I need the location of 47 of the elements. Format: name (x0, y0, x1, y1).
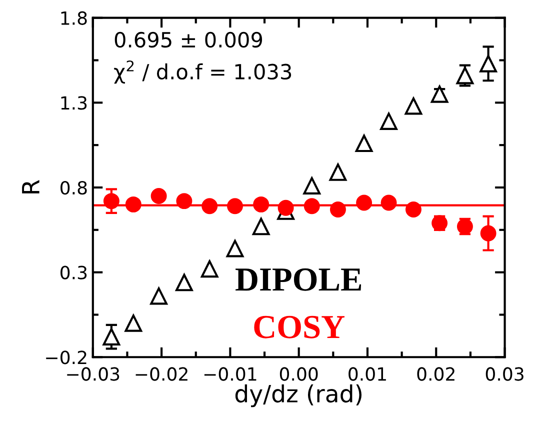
point (356, 194, 372, 211)
point (480, 54, 497, 72)
point (103, 193, 120, 210)
text: COSY (254, 316, 345, 338)
point (150, 188, 167, 204)
point (150, 287, 168, 305)
point (480, 225, 496, 242)
x-tick-label: 0.00 (280, 367, 318, 381)
point (405, 202, 422, 218)
point (226, 240, 244, 258)
point (102, 328, 120, 346)
point (252, 218, 270, 236)
x-tick-label: −0.01 (204, 367, 256, 381)
x-tick-label: 0.02 (417, 367, 454, 381)
point (253, 196, 270, 212)
point (329, 164, 347, 181)
point (304, 198, 320, 214)
x-tick-label: 0.03 (486, 367, 524, 381)
point (124, 314, 142, 332)
x-axis-title: dy/dz (rad) (235, 384, 362, 408)
x-tick-label: −0.02 (136, 367, 188, 381)
x-tick-label: −0.03 (67, 367, 120, 381)
point (227, 198, 243, 214)
y-tick-label: 0.3 (60, 266, 87, 280)
x-tick-label: 0.01 (348, 367, 386, 381)
y-tick-label: 1.8 (61, 11, 87, 25)
point (176, 274, 193, 292)
y-axis-title: R (22, 180, 40, 194)
annotation: χ$^{2}$ / d.o.f = 1.033 (114, 60, 292, 84)
point (355, 134, 373, 152)
point (380, 194, 397, 211)
point (456, 66, 474, 84)
series-label: DIPOLE (236, 268, 362, 291)
y-tick-label: −0.2 (46, 350, 86, 364)
point (125, 196, 142, 212)
annotation: 0.695 ± 0.009 (114, 32, 262, 48)
point (200, 260, 218, 278)
point (430, 85, 448, 103)
point (330, 202, 346, 218)
point (380, 112, 398, 130)
y-tick-label: 1.3 (61, 96, 87, 110)
point (404, 97, 422, 115)
point (278, 200, 294, 216)
y-tick-label: 0.8 (60, 180, 87, 195)
point (303, 177, 321, 194)
point (202, 198, 218, 214)
point (176, 193, 192, 210)
